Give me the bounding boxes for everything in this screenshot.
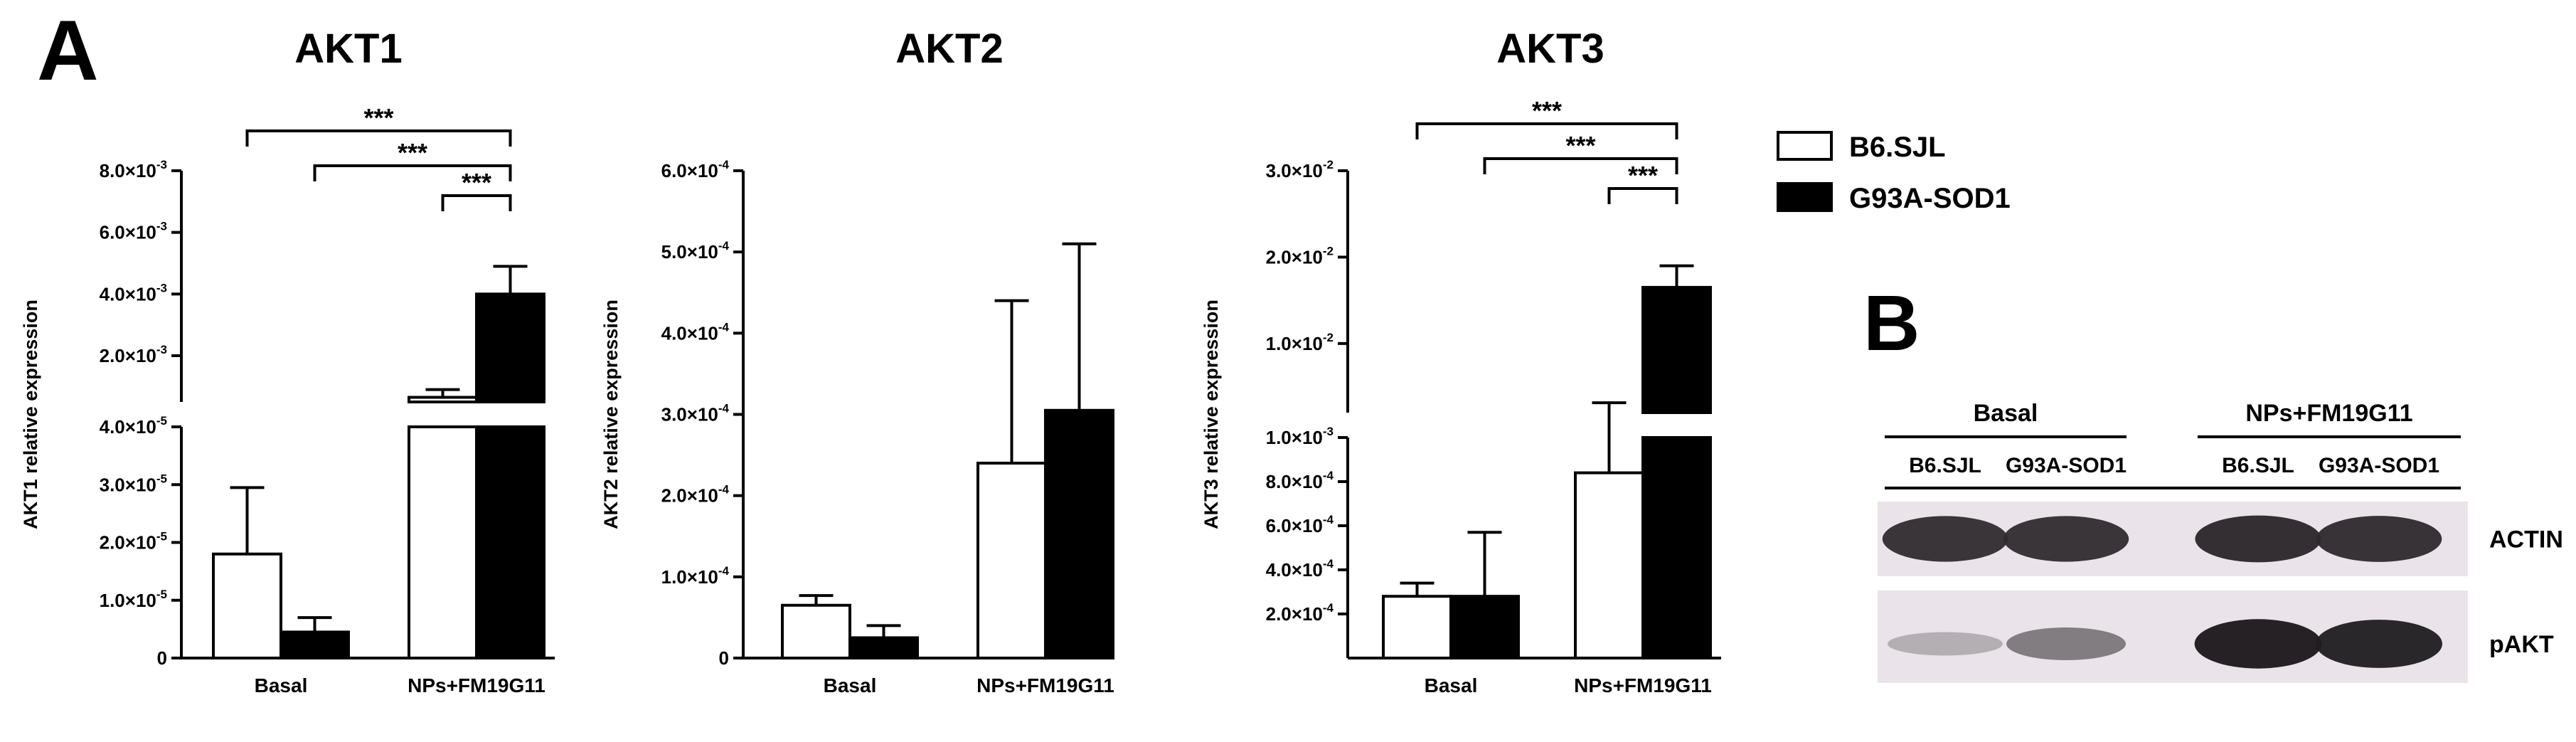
bar bbox=[408, 425, 478, 659]
y-tick-label: 3.0×10-5 bbox=[100, 472, 167, 495]
chart-akt2: AKT2 AKT2 relative expression 0 1.0×10-4 2.0… bbox=[600, 26, 1114, 696]
panel-b-label: B bbox=[1863, 280, 1920, 367]
bar-upper bbox=[408, 396, 478, 403]
y-tick-label: 6.0×10-3 bbox=[100, 220, 167, 243]
blot-band bbox=[2006, 627, 2126, 660]
y-tick-label: 8.0×10-4 bbox=[1266, 469, 1334, 492]
blot-group-label: Basal bbox=[1974, 400, 2038, 427]
y-tick-label: 4.0×10-4 bbox=[1266, 557, 1334, 581]
bar bbox=[280, 630, 350, 659]
bar bbox=[976, 462, 1047, 659]
significance-bracket bbox=[1483, 157, 1678, 174]
y-tick-label: 1.0×10-4 bbox=[661, 564, 730, 588]
bar bbox=[212, 552, 282, 659]
x-category-label: Basal bbox=[824, 674, 877, 696]
y-tick-label: 5.0×10-4 bbox=[661, 239, 730, 263]
bar bbox=[1382, 595, 1452, 660]
bar bbox=[1574, 471, 1644, 659]
bar-upper bbox=[1641, 285, 1712, 414]
legend-swatch-b6sjl bbox=[1777, 131, 1833, 161]
significance-label: *** bbox=[363, 103, 393, 132]
chart-title: AKT3 bbox=[1496, 26, 1604, 72]
bar-upper bbox=[475, 292, 545, 404]
significance-label: *** bbox=[1565, 131, 1595, 160]
bar bbox=[781, 603, 851, 660]
blot-row-label: pAKT bbox=[2489, 631, 2554, 658]
y-tick-label: 2.0×10-3 bbox=[100, 343, 167, 366]
y-tick-label: 0 bbox=[157, 647, 167, 669]
y-tick-label: 4.0×10-5 bbox=[100, 414, 167, 438]
blot-band bbox=[1882, 516, 2008, 562]
blot-lane-label: G93A-SOD1 bbox=[2319, 454, 2439, 477]
significance-bracket bbox=[313, 164, 512, 181]
chart-akt3: AKT3 AKT3 relative expression 2.0×10-4 4.0×… bbox=[1201, 26, 1721, 696]
blot-band bbox=[2315, 620, 2443, 668]
x-category-label: NPs+FM19G11 bbox=[408, 674, 545, 696]
y-tick-label: 1.0×10-3 bbox=[1266, 425, 1334, 448]
significance-bracket bbox=[245, 129, 512, 147]
blot-lane-label: G93A-SOD1 bbox=[2006, 454, 2127, 477]
blot-row-label: ACTIN bbox=[2489, 526, 2563, 553]
y-axis-label: AKT3 relative expression bbox=[1201, 300, 1222, 529]
bar bbox=[1044, 408, 1114, 660]
y-tick-label: 8.0×10-3 bbox=[100, 158, 167, 181]
y-tick-label: 3.0×10-4 bbox=[661, 402, 730, 425]
blot-lane-label: B6.SJL bbox=[1909, 454, 1981, 477]
blot-band bbox=[2003, 516, 2129, 562]
significance-label: *** bbox=[1628, 161, 1658, 190]
significance-label: *** bbox=[462, 168, 491, 197]
blot-band bbox=[2195, 515, 2321, 563]
blot-band bbox=[2316, 516, 2442, 562]
legend-label-g93a: G93A-SOD1 bbox=[1849, 183, 2011, 214]
x-category-label: NPs+FM19G11 bbox=[976, 674, 1114, 696]
blot-lane-label: B6.SJL bbox=[2222, 454, 2294, 477]
significance-bracket bbox=[1607, 187, 1678, 204]
x-category-label: Basal bbox=[1425, 674, 1478, 696]
x-category-label: Basal bbox=[255, 674, 308, 696]
chart-title: AKT2 bbox=[895, 26, 1003, 72]
y-tick-label: 0 bbox=[719, 647, 729, 669]
blot-group-label: NPs+FM19G11 bbox=[2245, 400, 2412, 427]
y-tick-label: 2.0×10-5 bbox=[100, 530, 167, 553]
y-tick-label: 1.0×10-5 bbox=[100, 588, 167, 611]
significance-bracket bbox=[1415, 122, 1678, 139]
significance-bracket bbox=[441, 194, 512, 211]
y-tick-label: 1.0×10-2 bbox=[1266, 331, 1334, 354]
y-tick-label: 6.0×10-4 bbox=[1266, 513, 1334, 536]
y-tick-label: 2.0×10-4 bbox=[661, 483, 730, 507]
bar bbox=[848, 636, 919, 659]
y-tick-label: 3.0×10-2 bbox=[1266, 158, 1334, 181]
y-tick-label: 4.0×10-3 bbox=[100, 281, 167, 304]
panel-a-label: A bbox=[37, 3, 99, 98]
legend-label-b6sjl: B6.SJL bbox=[1849, 132, 1946, 163]
y-axis-label: AKT1 relative expression bbox=[20, 300, 41, 529]
bar bbox=[475, 425, 545, 659]
y-tick-label: 6.0×10-4 bbox=[661, 158, 730, 181]
chart-title: AKT1 bbox=[294, 26, 402, 72]
bar bbox=[1449, 595, 1520, 660]
legend: B6.SJL G93A-SOD1 bbox=[1777, 131, 2011, 214]
legend-swatch-g93a bbox=[1777, 182, 1833, 212]
significance-label: *** bbox=[398, 138, 427, 167]
significance-label: *** bbox=[1532, 96, 1562, 125]
y-tick-label: 2.0×10-4 bbox=[1266, 601, 1334, 625]
y-tick-label: 2.0×10-2 bbox=[1266, 244, 1334, 267]
chart-akt1: AKT1 AKT1 relative expression 0 1.0×10-5 2.0… bbox=[20, 26, 555, 696]
bar bbox=[1641, 436, 1712, 659]
blot-band bbox=[2194, 619, 2322, 669]
y-axis-label: AKT2 relative expression bbox=[600, 300, 622, 529]
y-tick-label: 4.0×10-4 bbox=[661, 320, 730, 344]
western-blot: Basal NPs+FM19G11 B6.SJL G93A-SOD1 B6.SJL G93… bbox=[1878, 400, 2563, 683]
x-category-label: NPs+FM19G11 bbox=[1574, 674, 1712, 696]
blot-band bbox=[1888, 632, 2003, 656]
